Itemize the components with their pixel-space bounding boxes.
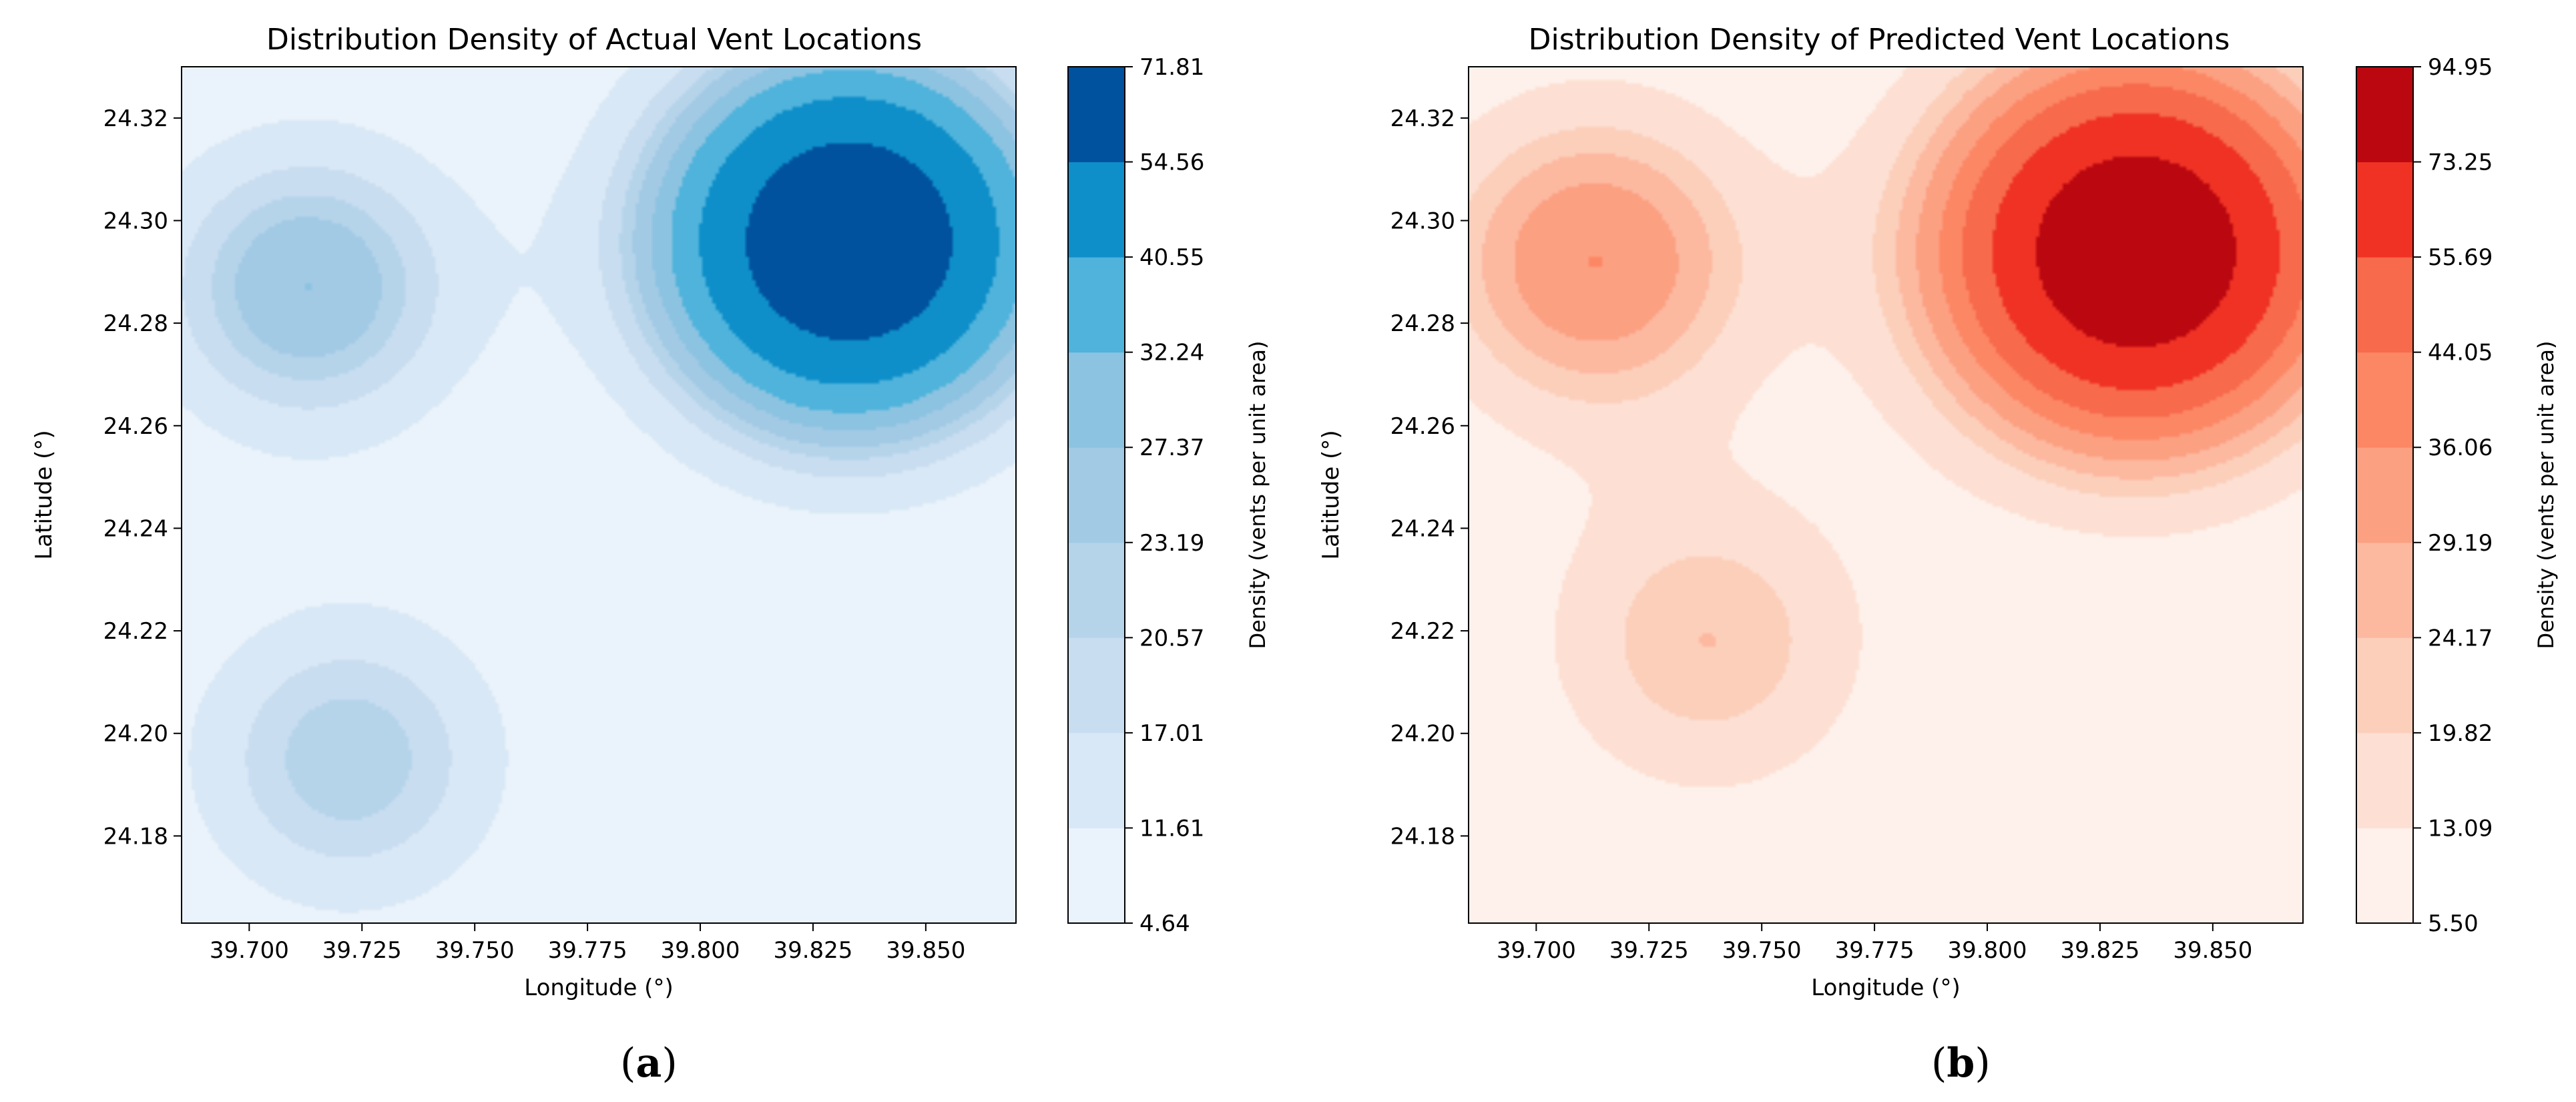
y-tick-label: 24.28 [103, 310, 168, 337]
x-tick-label: 39.725 [1609, 937, 1689, 964]
colorbar-band [1068, 67, 1125, 163]
plot-frame [181, 66, 1017, 924]
x-tick-label: 39.825 [2060, 937, 2139, 964]
x-tick-label: 39.825 [773, 937, 852, 964]
y-tick-label: 24.26 [1390, 413, 1455, 440]
y-tick-label: 24.30 [103, 208, 168, 234]
colorbar-tick-label: 36.06 [2428, 435, 2493, 461]
y-tick-label: 24.32 [1390, 105, 1455, 132]
colorbar-band [1068, 732, 1125, 828]
y-tick-label: 24.28 [1390, 310, 1455, 337]
y-tick-label: 24.18 [1390, 823, 1455, 850]
y-tick-label: 24.26 [103, 413, 168, 440]
colorbar-band [2356, 67, 2413, 163]
colorbar-label: Density (vents per unit area) [2533, 341, 2559, 649]
colorbar-tick-label: 44.05 [2428, 340, 2493, 366]
y-tick-label: 24.20 [103, 721, 168, 748]
colorbar-tick-label: 94.95 [2428, 54, 2493, 81]
panel-a: Distribution Density of Actual Vent Loca… [31, 23, 1270, 1001]
x-tick-label: 39.775 [548, 937, 627, 964]
colorbar-frame [2356, 66, 2414, 924]
y-tick-label: 24.24 [1390, 515, 1455, 542]
x-tick-label: 39.750 [435, 937, 515, 964]
y-tick-label: 24.30 [1390, 208, 1455, 234]
colorbar-band [2356, 542, 2413, 638]
y-tick-label: 24.20 [1390, 721, 1455, 748]
colorbar-tick-label: 17.01 [1139, 720, 1204, 747]
colorbar-tick-label: 27.37 [1139, 435, 1204, 461]
colorbar-tick-label: 23.19 [1139, 530, 1204, 557]
colorbar-label: Density (vents per unit area) [1245, 341, 1270, 649]
colorbar-tick-label: 40.55 [1139, 244, 1204, 271]
y-axis-label: Latitude (°) [31, 430, 57, 559]
colorbar-frame [1067, 66, 1125, 924]
colorbar-band [1068, 447, 1125, 543]
x-tick-label: 39.775 [1835, 937, 1914, 964]
chart-title: Distribution Density of Actual Vent Loca… [266, 23, 922, 57]
y-tick-label: 24.22 [1390, 618, 1455, 645]
colorbar-tick-label: 73.25 [2428, 150, 2493, 176]
colorbar-tick-label: 11.61 [1139, 815, 1204, 842]
x-tick-label: 39.750 [1722, 937, 1802, 964]
colorbar-band [2356, 257, 2413, 353]
x-tick-label: 39.700 [1497, 937, 1576, 964]
colorbar-tick-label: 4.64 [1139, 910, 1190, 937]
colorbar-band [1068, 828, 1125, 924]
chart-title: Distribution Density of Predicted Vent L… [1529, 23, 2230, 57]
colorbar-tick-label: 32.24 [1139, 340, 1204, 366]
colorbar-tick-label: 24.17 [2428, 625, 2493, 651]
colorbar-band [2356, 352, 2413, 448]
colorbar-band [2356, 828, 2413, 924]
colorbar-band [2356, 637, 2413, 734]
colorbar-tick-label: 20.57 [1139, 625, 1204, 651]
x-tick-label: 39.850 [886, 937, 965, 964]
y-tick-label: 24.18 [103, 823, 168, 850]
colorbar-tick-label: 71.81 [1139, 54, 1204, 81]
colorbar-tick-label: 13.09 [2428, 815, 2493, 842]
x-tick-label: 39.700 [210, 937, 289, 964]
y-tick-label: 24.24 [103, 515, 168, 542]
y-axis-label: Latitude (°) [1318, 430, 1344, 559]
panel-b: Distribution Density of Predicted Vent L… [1318, 23, 2559, 1001]
colorbar-tick-label: 55.69 [2428, 244, 2493, 271]
x-tick-label: 39.850 [2173, 937, 2252, 964]
x-axis-label: Longitude (°) [1811, 975, 1960, 1001]
x-tick-label: 39.800 [1948, 937, 2027, 964]
colorbar-band [1068, 352, 1125, 448]
panel-label-a: (a) [620, 1040, 678, 1087]
panel-label-b: (b) [1931, 1040, 1991, 1087]
colorbar-tick-label: 54.56 [1139, 150, 1204, 176]
y-tick-label: 24.32 [103, 105, 168, 132]
colorbar-band [1068, 257, 1125, 353]
colorbar-tick-label: 5.50 [2428, 910, 2479, 937]
colorbar-band [1068, 542, 1125, 638]
colorbar-tick-label: 29.19 [2428, 530, 2493, 557]
density-contour-field [182, 67, 1016, 923]
y-tick-label: 24.22 [103, 618, 168, 645]
x-axis-label: Longitude (°) [524, 975, 673, 1001]
colorbar-band [2356, 162, 2413, 258]
density-contour-field [1469, 67, 2303, 923]
colorbar-band [2356, 447, 2413, 543]
x-tick-label: 39.800 [661, 937, 740, 964]
x-tick-label: 39.725 [322, 937, 402, 964]
colorbar-tick-label: 19.82 [2428, 720, 2493, 747]
colorbar-band [2356, 732, 2413, 828]
plot-frame [1468, 66, 2304, 924]
colorbar-band [1068, 162, 1125, 258]
colorbar-band [1068, 637, 1125, 734]
